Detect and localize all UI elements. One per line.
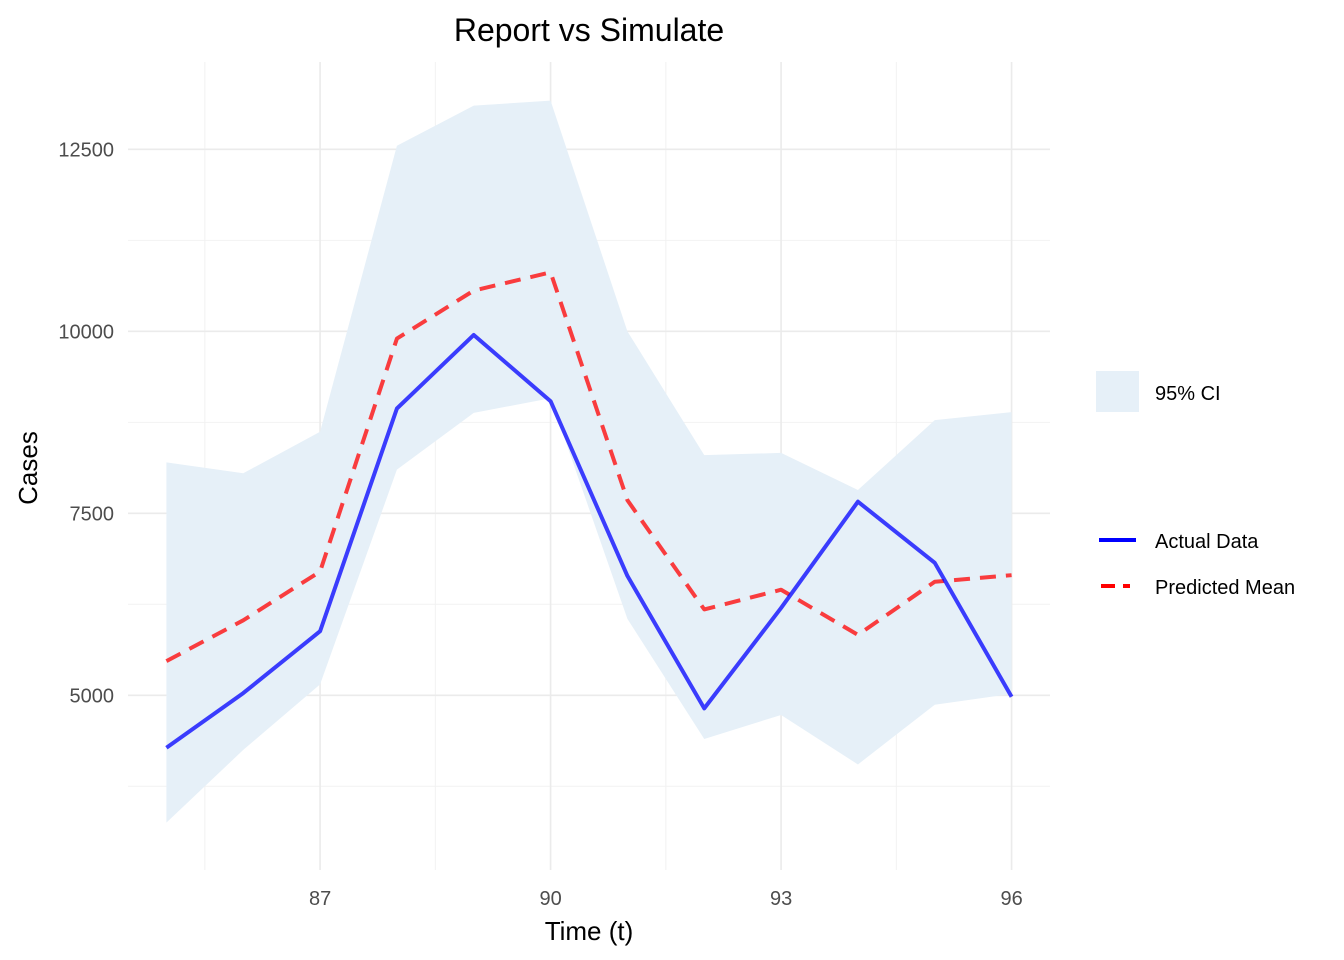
series-line-actual-data <box>165 332 1014 750</box>
y-tick-label: 7500 <box>70 503 115 525</box>
legend-label: Actual Data <box>1155 531 1259 553</box>
y-tick-label: 10000 <box>58 321 114 343</box>
x-axis-title: Time (t) <box>545 916 634 946</box>
chart-title: Report vs Simulate <box>454 12 724 48</box>
y-axis-ticks: 5000 7500 10000 12500 <box>58 139 114 707</box>
legend-label: Predicted Mean <box>1155 577 1295 599</box>
y-axis-title: Cases <box>13 431 43 505</box>
legend-ci-swatch <box>1096 371 1139 412</box>
x-axis-ticks: 87 90 93 96 <box>309 888 1023 910</box>
y-tick-label: 5000 <box>70 685 115 707</box>
series-line-predicted-mean <box>165 270 1012 663</box>
y-tick-label: 12500 <box>58 139 114 161</box>
x-tick-label: 90 <box>539 888 561 910</box>
confidence-band <box>166 100 1012 823</box>
legend-series: Actual Data Predicted Mean <box>1099 531 1295 599</box>
legend-item: Predicted Mean <box>1101 577 1295 599</box>
x-tick-label: 96 <box>1000 888 1022 910</box>
x-tick-label: 93 <box>770 888 792 910</box>
x-tick-label: 87 <box>309 888 331 910</box>
series-layer <box>165 270 1014 750</box>
legend-ci: 95% CI <box>1096 371 1221 412</box>
legend-ci-label: 95% CI <box>1155 383 1221 405</box>
legend-item: Actual Data <box>1099 531 1259 553</box>
